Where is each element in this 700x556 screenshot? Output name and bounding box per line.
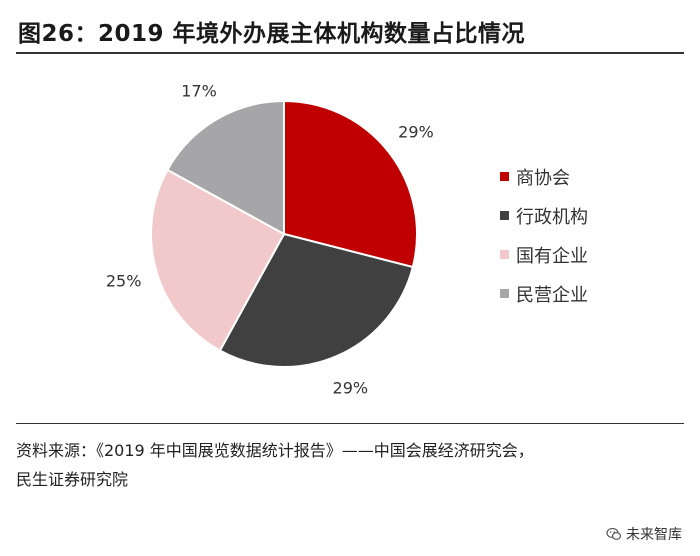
pie-data-label: 25%: [106, 272, 142, 291]
wechat-icon: [606, 527, 622, 540]
pie-slice: [166, 99, 285, 236]
source-line-2: 民生证券研究院: [16, 470, 129, 489]
figure-title: 图26：2019 年境外办展主体机构数量占比情况: [18, 21, 526, 47]
legend-swatch: [500, 211, 509, 220]
source-note: 资料来源：《2019 年中国展览数据统计报告》——中国会展经济研究会， 民生证券…: [16, 423, 684, 494]
pie-data-label: 29%: [398, 123, 434, 142]
pie-data-label: 17%: [181, 81, 217, 100]
watermark: 未来智库: [606, 524, 682, 544]
pie-slice: [150, 168, 286, 352]
pie-data-label: 29%: [333, 378, 369, 397]
pie-slice: [218, 232, 415, 368]
legend-label: 行政机构: [516, 207, 588, 228]
legend-label: 商协会: [516, 168, 570, 189]
legend-swatch: [500, 172, 509, 181]
legend-swatch: [500, 250, 509, 259]
legend-label: 民营企业: [516, 285, 588, 306]
pie-slice: [283, 99, 418, 269]
source-line-1: 资料来源：《2019 年中国展览数据统计报告》——中国会展经济研究会，: [16, 441, 534, 460]
title-bar: 图26：2019 年境外办展主体机构数量占比情况: [16, 10, 684, 54]
legend-label: 国有企业: [516, 246, 588, 267]
watermark-text: 未来智库: [626, 527, 682, 543]
legend-swatch: [500, 289, 509, 298]
